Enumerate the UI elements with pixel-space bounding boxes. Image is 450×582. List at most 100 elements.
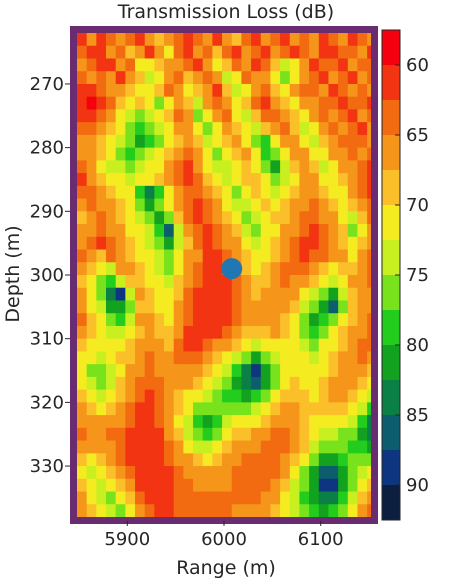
heatmap-cell [357, 96, 368, 111]
heatmap-cell [231, 504, 243, 518]
y-tick-label: 270 [30, 74, 64, 95]
heatmap-cell [222, 122, 233, 136]
heatmap-cell [77, 109, 88, 123]
heatmap-cell [251, 96, 262, 111]
heatmap-cell [280, 185, 291, 200]
heatmap-cell [115, 325, 126, 340]
heatmap-cell [183, 275, 194, 289]
heatmap-cell [193, 160, 204, 174]
heatmap-cell [309, 440, 320, 454]
heatmap-cell [357, 262, 368, 276]
heatmap-cell [164, 415, 175, 429]
heatmap-cell [212, 351, 223, 365]
heatmap-cell [202, 453, 213, 467]
colorbar-band [382, 310, 400, 346]
heatmap-cell [125, 389, 136, 403]
heatmap-cell [202, 504, 213, 518]
heatmap-cell [241, 466, 252, 480]
heatmap-cell [231, 351, 243, 365]
heatmap-cell [144, 134, 155, 149]
heatmap-cell [173, 351, 184, 365]
heatmap-cell [347, 198, 359, 212]
heatmap-cell [202, 491, 213, 505]
heatmap-cell [154, 249, 165, 263]
heatmap-cell [251, 224, 262, 238]
heatmap-cell [231, 211, 243, 225]
heatmap-cell [251, 402, 262, 416]
heatmap-cell [241, 33, 252, 47]
heatmap-cell [135, 45, 146, 60]
heatmap-cell [222, 440, 233, 454]
heatmap-cell [280, 33, 291, 47]
heatmap-cell [86, 173, 97, 187]
heatmap-cell [106, 71, 117, 85]
heatmap-cell [251, 33, 262, 47]
heatmap-cell [270, 122, 281, 136]
heatmap-cell [86, 109, 97, 123]
heatmap-cell [212, 109, 223, 123]
heatmap-cell [77, 147, 88, 161]
heatmap-cell [347, 45, 359, 60]
heatmap-cell [173, 45, 184, 60]
heatmap-cell [212, 71, 223, 85]
heatmap-cell [193, 427, 204, 442]
heatmap-cell [338, 491, 349, 505]
heatmap-cell [115, 402, 126, 416]
heatmap-cell [299, 71, 310, 85]
heatmap-cell [125, 491, 136, 505]
heatmap-cell [173, 415, 184, 429]
heatmap-cell [338, 58, 349, 72]
heatmap-cell [251, 325, 262, 340]
heatmap-cell [212, 173, 223, 187]
heatmap-cell [164, 160, 175, 174]
heatmap-cell [164, 58, 175, 72]
heatmap-cell [125, 96, 136, 111]
heatmap-cell [357, 325, 368, 340]
heatmap-cell [173, 287, 184, 302]
heatmap-cell [251, 389, 262, 403]
heatmap-cell [202, 160, 213, 174]
heatmap-cell [212, 83, 223, 98]
heatmap-cell [280, 389, 291, 403]
heatmap-cell [144, 389, 155, 403]
heatmap-cell [164, 262, 175, 276]
heatmap-cell [357, 389, 368, 403]
heatmap-cell [338, 275, 349, 289]
heatmap-cell [241, 453, 252, 467]
heatmap-cell [270, 211, 281, 225]
heatmap-cell [309, 211, 320, 225]
heatmap-cell [193, 402, 204, 416]
y-tick-label: 310 [30, 329, 64, 350]
heatmap-cell [328, 33, 339, 47]
heatmap-cell [212, 325, 223, 340]
heatmap-cell [357, 466, 368, 480]
heatmap-cell [280, 478, 291, 493]
heatmap-cell [318, 45, 330, 60]
heatmap-cell [338, 402, 349, 416]
heatmap-cell [86, 224, 97, 238]
heatmap-cell [154, 325, 165, 340]
heatmap-cell [280, 504, 291, 518]
heatmap-cell [338, 466, 349, 480]
heatmap-cell [299, 249, 310, 263]
heatmap-cell [164, 83, 175, 98]
heatmap-cell [357, 338, 368, 353]
heatmap-cell [309, 122, 320, 136]
heatmap-cell [280, 351, 291, 365]
heatmap-cell [144, 173, 155, 187]
heatmap-cell [338, 96, 349, 111]
heatmap-cell [106, 147, 117, 161]
heatmap-cell [125, 71, 136, 85]
heatmap-cell [280, 45, 291, 60]
heatmap-cell [183, 466, 194, 480]
heatmap-cell [135, 147, 146, 161]
heatmap-cell [202, 287, 213, 302]
heatmap-cell [183, 504, 194, 518]
heatmap-cell [144, 262, 155, 276]
heatmap-cell [144, 415, 155, 429]
heatmap-cell [318, 415, 330, 429]
heatmap-cell [154, 504, 165, 518]
heatmap-cell [135, 466, 146, 480]
heatmap-cell [144, 313, 155, 327]
heatmap-cell [212, 453, 223, 467]
